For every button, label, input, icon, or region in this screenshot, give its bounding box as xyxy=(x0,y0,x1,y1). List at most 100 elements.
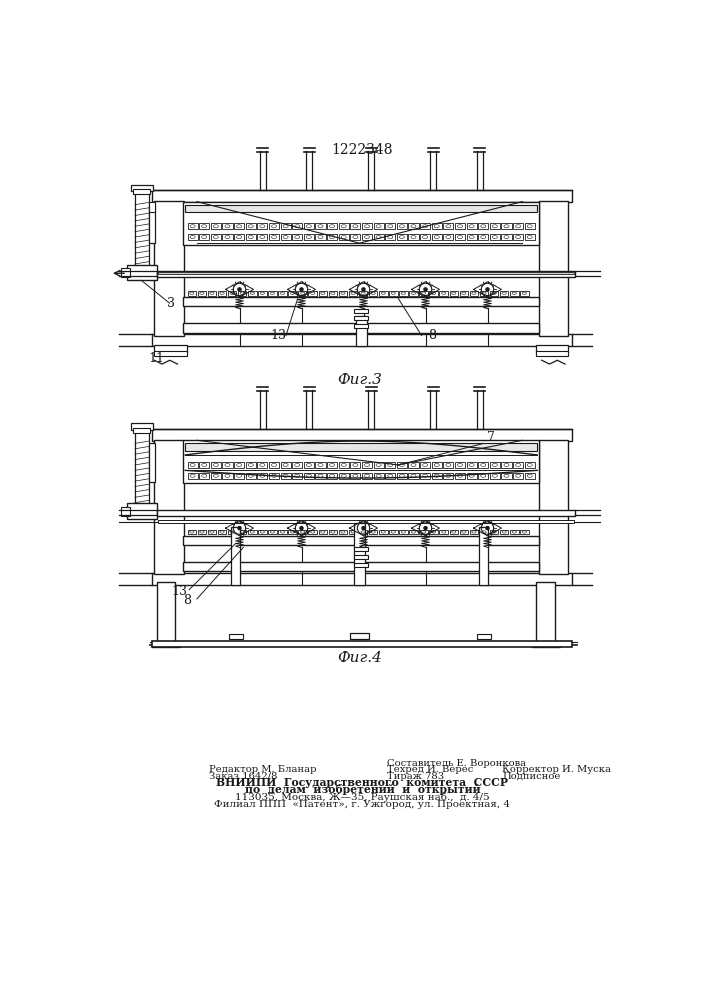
Bar xyxy=(223,462,233,468)
Bar xyxy=(443,223,453,229)
Bar xyxy=(246,462,256,468)
Bar xyxy=(385,473,395,479)
Bar xyxy=(369,530,378,534)
Bar xyxy=(281,234,291,240)
Bar xyxy=(152,429,572,441)
Bar xyxy=(432,462,442,468)
Bar xyxy=(409,234,419,240)
Bar xyxy=(198,291,206,296)
Bar xyxy=(432,223,442,229)
Bar xyxy=(354,316,368,320)
Bar xyxy=(339,291,347,296)
Bar xyxy=(152,641,572,647)
Bar xyxy=(490,223,500,229)
Bar xyxy=(399,530,408,534)
Bar xyxy=(420,223,430,229)
Bar xyxy=(354,523,365,585)
Bar xyxy=(327,473,337,479)
Bar xyxy=(135,189,149,266)
Bar xyxy=(389,530,397,534)
Bar xyxy=(228,634,243,639)
Bar xyxy=(450,291,458,296)
Bar xyxy=(131,185,153,191)
Bar xyxy=(409,223,419,229)
Bar xyxy=(228,530,236,534)
Bar xyxy=(228,291,236,296)
Bar xyxy=(187,291,196,296)
Bar xyxy=(246,234,256,240)
Bar xyxy=(440,530,448,534)
Circle shape xyxy=(300,527,303,530)
Text: Подписное: Подписное xyxy=(502,772,561,781)
Bar xyxy=(480,291,489,296)
Bar xyxy=(269,223,279,229)
Bar xyxy=(315,473,325,479)
Bar xyxy=(432,234,442,240)
Bar xyxy=(520,291,529,296)
Circle shape xyxy=(362,288,365,291)
Bar xyxy=(385,462,395,468)
Bar xyxy=(467,473,477,479)
Bar xyxy=(349,530,357,534)
Bar xyxy=(231,527,240,585)
Bar xyxy=(339,530,347,534)
Bar xyxy=(269,462,279,468)
Bar xyxy=(469,530,478,534)
Bar xyxy=(304,223,314,229)
Bar xyxy=(185,443,537,451)
Bar xyxy=(478,473,489,479)
Bar xyxy=(183,440,539,483)
Bar xyxy=(501,462,512,468)
Text: Составитель Е. Воронкова: Составитель Е. Воронкова xyxy=(387,759,526,768)
Bar xyxy=(525,223,534,229)
Bar xyxy=(183,202,539,245)
Bar xyxy=(339,473,349,479)
Bar xyxy=(432,473,442,479)
Bar xyxy=(199,473,209,479)
Bar xyxy=(478,223,489,229)
Bar xyxy=(156,510,575,516)
Bar xyxy=(187,473,198,479)
Circle shape xyxy=(300,288,303,291)
Bar xyxy=(535,345,568,353)
Bar xyxy=(154,440,184,574)
Bar xyxy=(440,291,448,296)
Bar xyxy=(199,462,209,468)
Bar xyxy=(429,530,438,534)
Bar xyxy=(539,201,568,336)
Bar xyxy=(127,265,156,280)
Bar xyxy=(329,291,337,296)
Bar xyxy=(354,324,368,328)
Text: 11: 11 xyxy=(148,352,165,365)
Bar xyxy=(304,462,314,468)
Bar xyxy=(211,234,221,240)
Bar xyxy=(525,462,534,468)
Bar xyxy=(134,189,151,194)
Bar xyxy=(152,642,180,647)
Bar xyxy=(279,291,287,296)
Bar xyxy=(292,462,303,468)
Bar xyxy=(501,234,512,240)
Bar xyxy=(480,530,489,534)
Text: 13: 13 xyxy=(172,585,188,598)
Bar xyxy=(238,530,247,534)
Bar xyxy=(389,291,397,296)
Bar xyxy=(455,473,465,479)
Bar xyxy=(288,530,297,534)
Bar xyxy=(223,473,233,479)
Bar xyxy=(455,462,465,468)
Bar xyxy=(121,507,130,516)
Bar xyxy=(362,223,372,229)
Bar xyxy=(420,462,430,468)
Bar xyxy=(156,271,575,277)
Text: Корректор И. Муска: Корректор И. Муска xyxy=(502,766,611,774)
Bar xyxy=(339,234,349,240)
Circle shape xyxy=(238,288,241,291)
Bar xyxy=(315,234,325,240)
Bar xyxy=(187,462,198,468)
Bar xyxy=(269,234,279,240)
Bar xyxy=(443,462,453,468)
Bar xyxy=(234,234,244,240)
Bar xyxy=(443,473,453,479)
Bar xyxy=(351,223,361,229)
